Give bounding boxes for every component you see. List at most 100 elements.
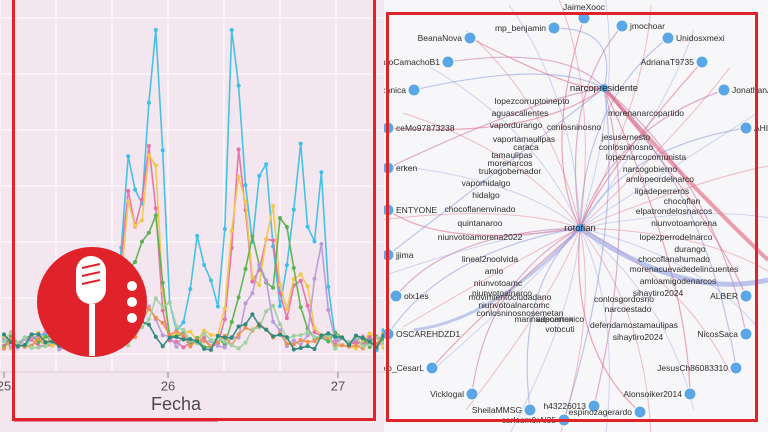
user-node-label: sandramecanica: [384, 85, 406, 95]
hashtag-node-label: vapordurango: [490, 120, 543, 130]
series-point: [305, 330, 310, 335]
user-node-label: ENTYONE: [396, 205, 437, 215]
user-node[interactable]: espinozagerardo: [569, 405, 647, 419]
user-node[interactable]: AHI: [739, 121, 768, 135]
series-point: [146, 153, 151, 158]
series-point: [174, 339, 179, 344]
user-node-label: h43226013: [543, 401, 586, 411]
hashtag-node-label: amlopeordelnarco: [626, 174, 694, 184]
series-point: [278, 282, 282, 287]
hashtag-node-label: quintanaroo: [458, 218, 503, 228]
user-node[interactable]: Alonsoiker2014: [623, 387, 697, 401]
series-point: [374, 345, 379, 350]
user-node[interactable]: ALBER: [710, 289, 753, 303]
series-point: [126, 343, 131, 348]
user-node[interactable]: JaimeXooc: [563, 2, 606, 25]
user-node[interactable]: AdrianaT9735: [641, 55, 709, 69]
series-point: [250, 234, 255, 239]
user-node[interactable]: h43226013: [543, 399, 601, 413]
user-node[interactable]: BeanaNova: [418, 31, 477, 45]
series-point: [298, 342, 303, 347]
user-node[interactable]: OSCAREHDZD1: [384, 327, 461, 341]
series-point: [2, 332, 6, 337]
hub-node-dot: [600, 84, 608, 92]
hashtag-node-label: niunvotoalnarco: [472, 288, 532, 298]
user-node[interactable]: mp_benjamin: [495, 21, 561, 35]
series-point: [29, 345, 34, 350]
series-point: [160, 280, 165, 285]
hashtag-node-label: vapormexico: [536, 314, 584, 324]
series-point: [271, 285, 276, 290]
user-node[interactable]: ENTYONE: [384, 203, 437, 217]
podcast-logo: [37, 247, 147, 357]
series-point: [188, 287, 193, 292]
timeline-chart-panel: 25 26 27 Fecha: [0, 0, 384, 432]
user-node[interactable]: JonathanArcos: [717, 83, 768, 97]
series-point: [153, 315, 158, 320]
user-node[interactable]: Unidosxmexi: [661, 31, 725, 45]
user-node-dot: [661, 31, 675, 45]
series-point: [333, 346, 338, 351]
user-node-dot: [384, 121, 395, 135]
user-node[interactable]: erken: [384, 161, 418, 175]
series-point: [126, 188, 131, 193]
hashtag-node-label: narcogobierno: [623, 164, 678, 174]
series-point: [381, 345, 384, 350]
user-node-label: JaimeXooc: [563, 2, 606, 12]
series-point: [326, 339, 331, 344]
graph-edge: [579, 37, 669, 229]
user-node-label: espinozagerardo: [569, 407, 633, 417]
user-node[interactable]: olx1es: [389, 289, 429, 303]
series-point: [367, 339, 372, 344]
series-point: [291, 347, 296, 352]
user-node[interactable]: carlosm0rAl35: [502, 413, 571, 427]
hashtag-node-label: defendamostamaulipas: [590, 320, 678, 330]
series-point: [319, 170, 324, 175]
hashtag-node-label: trukogobernador: [479, 166, 542, 176]
series-point: [202, 331, 207, 336]
series-point: [43, 334, 48, 339]
series-point: [243, 340, 248, 345]
series-point: [36, 332, 41, 337]
series-point: [36, 340, 41, 345]
series-point: [229, 228, 234, 233]
user-node[interactable]: JesusCh86083310: [657, 361, 743, 375]
hashtag-node-label: durango: [674, 244, 705, 254]
user-node[interactable]: jmochoar: [615, 19, 665, 33]
series-point: [298, 272, 303, 277]
series-point: [353, 346, 358, 351]
graph-edge: [563, 87, 610, 421]
graph-edge: [431, 227, 581, 369]
series-point: [133, 187, 138, 192]
user-node[interactable]: sandramecanica: [384, 83, 421, 97]
graph-edge: [395, 227, 581, 297]
series-point: [15, 344, 20, 349]
series-point: [43, 340, 48, 345]
graph-edge: [508, 4, 581, 229]
series-point: [133, 260, 138, 265]
series-point: [2, 346, 6, 351]
user-node[interactable]: ArturoCamachoB1: [384, 55, 455, 69]
series-point: [250, 275, 255, 280]
hub-node-narcopresidente[interactable]: narcopresidente: [570, 83, 638, 94]
user-node[interactable]: NicosSaca: [697, 327, 753, 341]
series-point: [312, 347, 317, 352]
series-point: [181, 345, 186, 350]
user-node[interactable]: jjima: [384, 248, 414, 262]
hub-node-rotofian[interactable]: rotofian: [564, 223, 596, 234]
user-node-label: OSCAREHDZD1: [396, 329, 461, 339]
series-point: [278, 215, 282, 220]
series-point: [22, 335, 27, 340]
hashtag-node-label: lopezcorruptoinepto: [495, 96, 570, 106]
user-node[interactable]: Vicklogal: [430, 387, 479, 401]
x-axis-ticks: 25 26 27: [0, 372, 345, 394]
series-point: [236, 174, 241, 179]
series-point: [236, 83, 241, 88]
user-node[interactable]: SheilaMMSG: [472, 403, 537, 417]
user-node[interactable]: Pablo_CesarL: [384, 361, 439, 375]
series-point: [250, 291, 255, 296]
series-point: [278, 304, 282, 309]
series-point: [257, 283, 262, 288]
series-point: [222, 345, 227, 350]
series-point: [188, 344, 193, 349]
